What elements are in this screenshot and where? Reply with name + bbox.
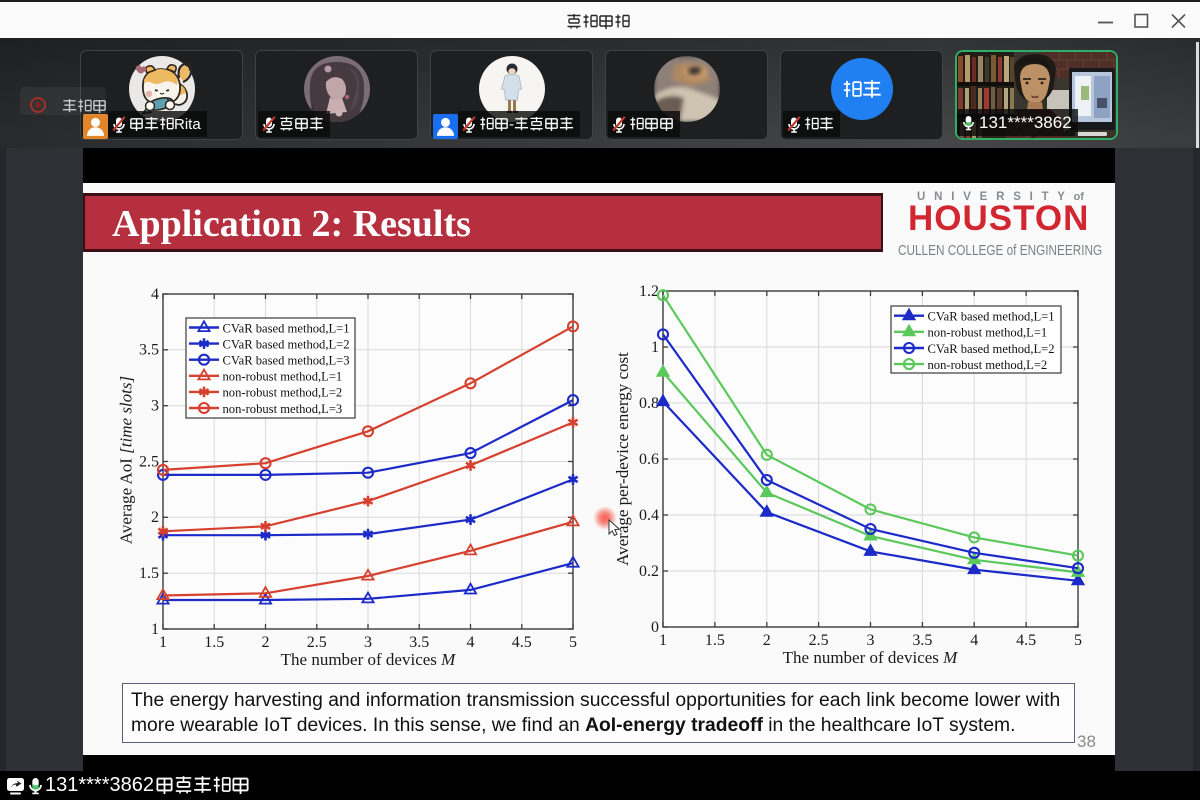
svg-text:1: 1: [659, 632, 667, 649]
svg-text:0: 0: [651, 619, 659, 636]
svg-text:4.5: 4.5: [512, 634, 532, 651]
svg-text:0.4: 0.4: [639, 507, 659, 524]
svg-text:The number of devices M: The number of devices M: [281, 650, 457, 669]
svg-text:0.6: 0.6: [639, 451, 659, 468]
svg-text:1.2: 1.2: [639, 283, 659, 300]
svg-text:Average AoI [time slots]: Average AoI [time slots]: [117, 376, 136, 544]
svg-text:2.5: 2.5: [809, 632, 829, 649]
svg-text:2: 2: [262, 634, 270, 651]
svg-text:4.5: 4.5: [1016, 632, 1036, 649]
svg-text:non-robust method,L=1: non-robust method,L=1: [928, 326, 1048, 340]
svg-text:2: 2: [763, 632, 771, 649]
svg-text:4: 4: [151, 286, 159, 303]
svg-text:1.5: 1.5: [139, 565, 159, 582]
svg-text:3.5: 3.5: [409, 634, 429, 651]
svg-text:3: 3: [867, 632, 875, 649]
svg-text:CVaR based method,L=1: CVaR based method,L=1: [928, 310, 1055, 324]
svg-text:2.5: 2.5: [139, 453, 159, 470]
svg-text:non-robust method,L=1: non-robust method,L=1: [223, 370, 343, 384]
svg-text:3.5: 3.5: [912, 632, 932, 649]
svg-text:1.5: 1.5: [204, 634, 224, 651]
svg-text:0.2: 0.2: [639, 563, 659, 580]
svg-text:3: 3: [151, 398, 159, 415]
svg-text:4: 4: [467, 634, 475, 651]
svg-text:5: 5: [569, 634, 577, 651]
svg-text:non-robust method,L=2: non-robust method,L=2: [223, 386, 343, 400]
svg-text:non-robust method,L=3: non-robust method,L=3: [223, 402, 343, 416]
svg-text:CVaR based method,L=3: CVaR based method,L=3: [223, 354, 350, 368]
svg-text:1: 1: [151, 621, 159, 638]
svg-text:1: 1: [159, 634, 167, 651]
svg-text:2: 2: [151, 509, 159, 526]
svg-text:4: 4: [970, 632, 978, 649]
svg-text:0.8: 0.8: [639, 395, 659, 412]
svg-text:5: 5: [1074, 632, 1082, 649]
svg-text:2.5: 2.5: [307, 634, 327, 651]
svg-text:1: 1: [651, 339, 659, 356]
svg-text:non-robust method,L=2: non-robust method,L=2: [928, 358, 1048, 372]
svg-text:Average per-device energy cost: Average per-device energy cost: [613, 352, 632, 566]
svg-text:3.5: 3.5: [139, 342, 159, 359]
svg-text:3: 3: [364, 634, 372, 651]
svg-text:CVaR based method,L=2: CVaR based method,L=2: [223, 337, 350, 351]
svg-text:CVaR based method,L=1: CVaR based method,L=1: [223, 321, 350, 335]
svg-text:The number of devices M: The number of devices M: [783, 648, 959, 667]
svg-text:1.5: 1.5: [705, 632, 725, 649]
svg-text:CVaR based method,L=2: CVaR based method,L=2: [928, 342, 1055, 356]
